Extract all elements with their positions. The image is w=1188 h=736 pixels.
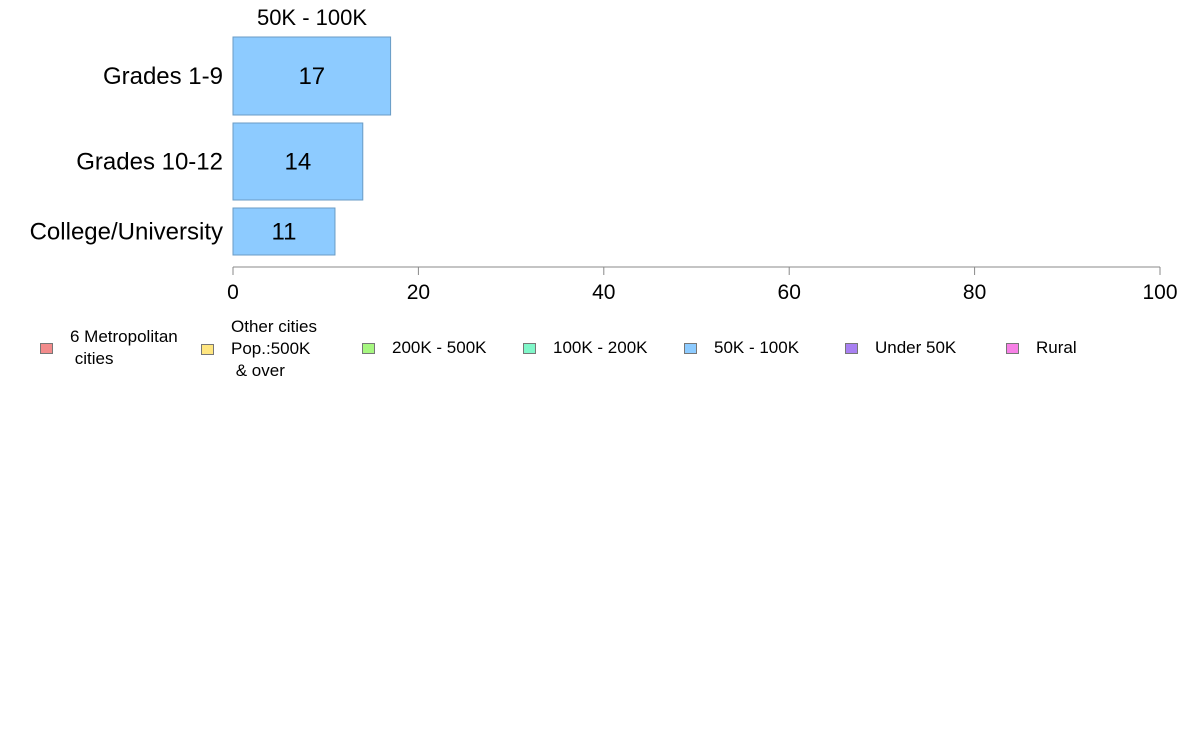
data-label: 11: [272, 219, 297, 246]
legend-item-other-cities: Other cities Pop.:500K & over: [201, 316, 317, 382]
x-tick-label: 40: [592, 281, 615, 304]
legend-swatch: [362, 342, 375, 354]
legend-label: Under 50K: [875, 338, 957, 357]
legend-label: 50K - 100K: [714, 338, 800, 357]
legend-item-metropolitan: 6 Metropolitan cities: [40, 326, 178, 370]
legend-label: Other cities Pop.:500K & over: [231, 317, 317, 380]
legend: 6 Metropolitan cities Other cities Pop.:…: [0, 316, 1188, 386]
legend-swatch: [523, 342, 536, 354]
legend-item-under-50k: Under 50K: [845, 337, 956, 359]
x-tick-label: 20: [407, 281, 430, 304]
category-label: Grades 10-12: [76, 149, 223, 176]
bar: [232, 122, 364, 201]
legend-swatch: [684, 342, 697, 354]
x-tick-label: 60: [778, 281, 801, 304]
legend-item-50k-100k: 50K - 100K: [684, 337, 799, 359]
legend-item-100k-200k: 100K - 200K: [523, 337, 648, 359]
x-tick-label: 100: [1142, 281, 1177, 304]
legend-item-200k-500k: 200K - 500K: [362, 337, 487, 359]
legend-swatch: [201, 343, 214, 355]
x-tick-label: 80: [963, 281, 986, 304]
legend-label: Rural: [1036, 338, 1077, 357]
x-tick-label: 0: [227, 281, 239, 304]
category-label: Grades 1-9: [103, 63, 223, 90]
bar-chart: 50K - 100K Grades 1-9 17 Grades 10-12 14 Col…: [30, 5, 1178, 304]
category-label: College/University: [30, 219, 223, 246]
legend-label: 6 Metropolitan cities: [70, 327, 178, 368]
chart-title: 50K - 100K: [257, 5, 367, 30]
legend-item-rural: Rural: [1006, 337, 1077, 359]
legend-swatch: [845, 342, 858, 354]
data-label: 14: [285, 149, 312, 176]
legend-swatch: [40, 342, 53, 354]
legend-label: 200K - 500K: [392, 338, 487, 357]
legend-label: 100K - 200K: [553, 338, 648, 357]
bar: [232, 36, 392, 116]
legend-swatch: [1006, 342, 1019, 354]
data-label: 17: [298, 63, 325, 90]
bar: [232, 207, 336, 256]
